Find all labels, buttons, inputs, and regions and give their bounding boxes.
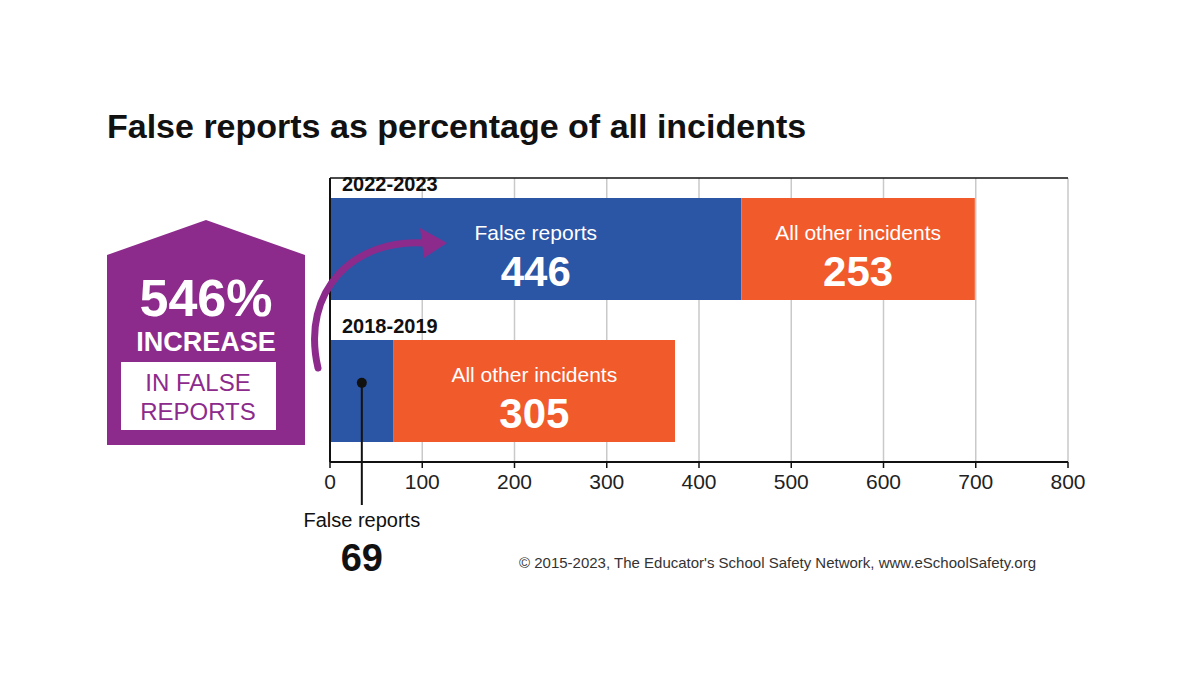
bar-segment	[394, 340, 675, 442]
tick-label: 600	[866, 470, 901, 493]
data-label: 446	[501, 248, 571, 295]
tick-label: 100	[405, 470, 440, 493]
tick-label: 500	[774, 470, 809, 493]
badge-value: 546%	[140, 269, 273, 327]
data-label: 253	[823, 248, 893, 295]
segment-name: False reports	[303, 509, 420, 531]
badge	[107, 220, 305, 445]
x-axis	[330, 461, 1068, 463]
labels: 2022-2023 False reports 446 All other incid…	[303, 173, 941, 579]
segment-name: All other incidents	[775, 221, 941, 244]
grid-line	[329, 178, 331, 462]
category-label: 2022-2023	[342, 173, 438, 195]
badge-text: REPORTS	[140, 398, 256, 425]
bars	[330, 198, 975, 442]
source: © 2015-2023, The Educator's School Safet…	[519, 554, 1036, 571]
tick-label: 700	[958, 470, 993, 493]
badge-text: IN FALSE	[145, 369, 250, 396]
segment-name: False reports	[474, 221, 597, 244]
chart: False reports as percentage of all incid…	[0, 0, 1200, 675]
arrow-head	[420, 228, 447, 258]
arrow	[315, 243, 425, 368]
title: False reports as percentage of all incid…	[107, 107, 806, 145]
tick-label: 400	[681, 470, 716, 493]
y-axis	[329, 178, 331, 462]
tick-label: 300	[589, 470, 624, 493]
plot-top	[330, 177, 1068, 179]
segment-name: All other incidents	[451, 363, 617, 386]
tick-label: 800	[1050, 470, 1085, 493]
grid-line	[1067, 178, 1069, 462]
bar-segment	[330, 198, 741, 300]
category-label: 2018-2019	[342, 315, 438, 337]
bar-segment	[741, 198, 974, 300]
badge-box	[121, 362, 276, 430]
data-label: 69	[341, 537, 383, 579]
tick-label: 0	[324, 470, 336, 493]
badge-text: INCREASE	[136, 327, 276, 357]
tick-label: 200	[497, 470, 532, 493]
grid-line	[975, 178, 977, 462]
data-label: 305	[499, 390, 569, 437]
pointer-line	[361, 383, 363, 505]
